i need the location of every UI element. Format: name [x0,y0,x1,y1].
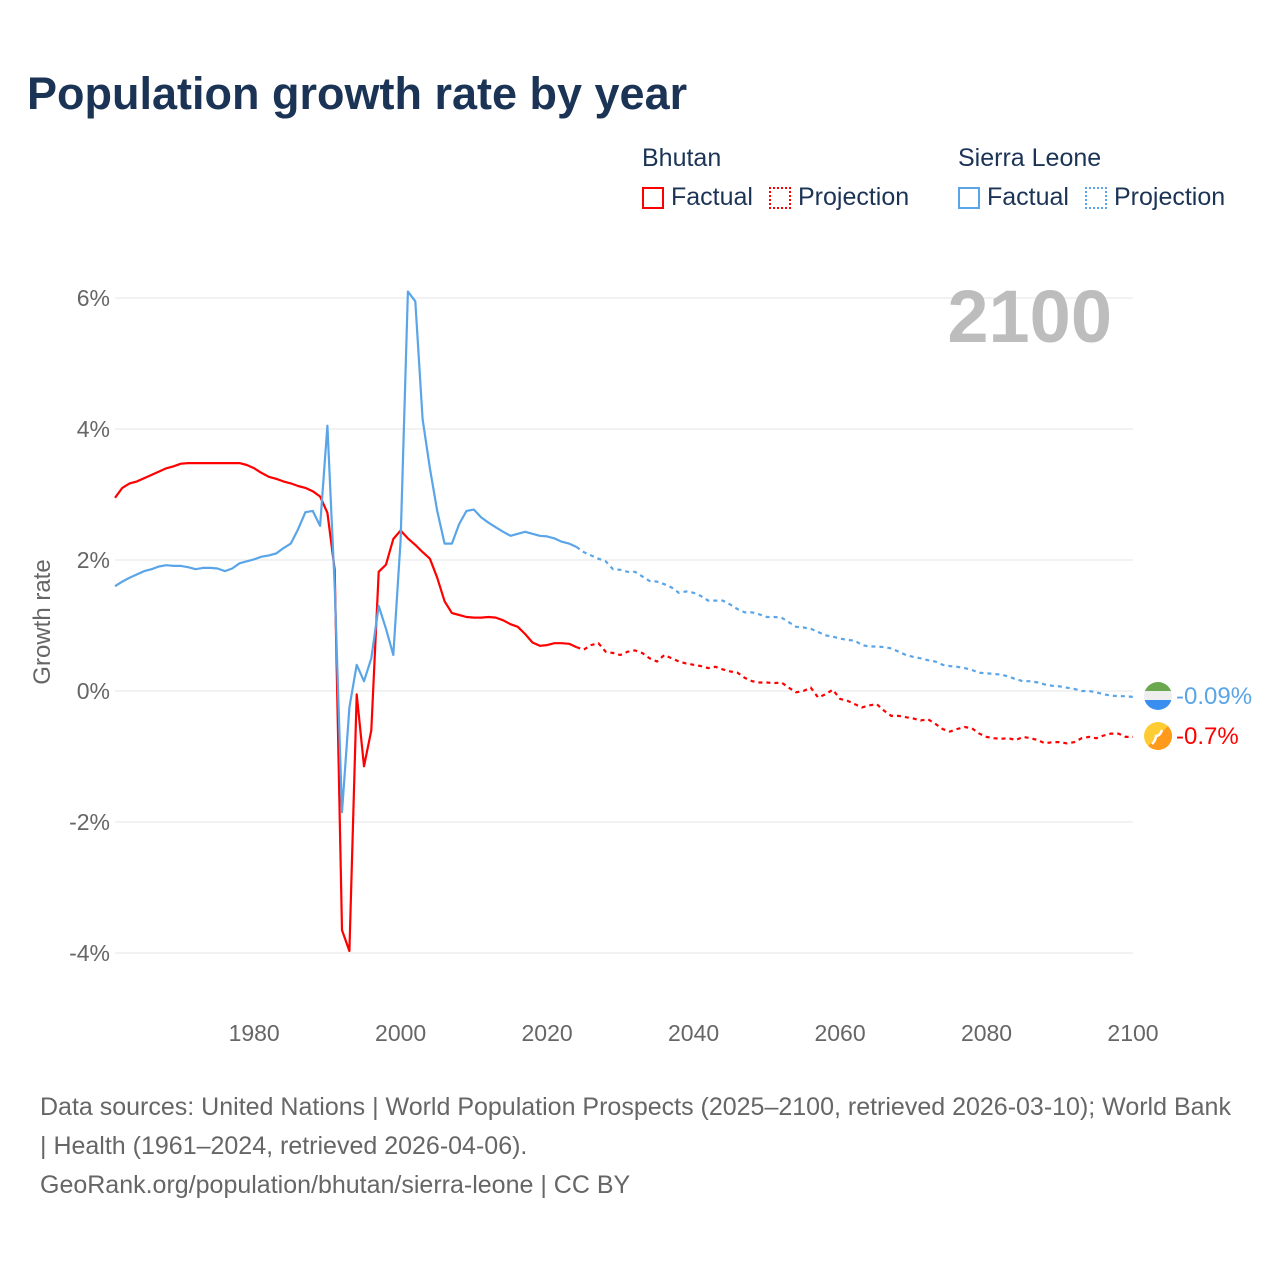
x-tick-label: 2020 [522,1020,573,1046]
end-label-bhutan: -0.7% [1176,723,1239,750]
legend-bhutan-factual[interactable]: Factual [642,183,753,212]
legend-swatch-dotted [768,186,791,209]
x-tick-label: 2000 [375,1020,426,1046]
legend-sierra-leone: Sierra Leone Factual Projection [958,144,1225,212]
legend-swatch-dotted [1084,186,1107,209]
legend-sierra-leone-projection[interactable]: Projection [1084,183,1226,212]
flag-bhutan-icon [1144,722,1172,750]
legend-swatch-solid [958,186,980,209]
y-axis-label: Growth rate [29,559,56,684]
year-display: 2100 [947,275,1112,358]
legend-bhutan-projection[interactable]: Projection [768,183,910,212]
y-tick-label: -2% [69,809,110,835]
source-link[interactable]: GeoRank.org/population/bhutan/sierra-leo… [40,1171,631,1199]
legend-swatch-solid [642,186,664,209]
flag-sierra-leone-icon [1144,682,1172,710]
footer: Data sources: United Nations | World Pop… [40,1088,1240,1205]
y-tick-label: -4% [69,940,110,966]
y-tick-label: 6% [77,285,110,311]
y-tick-label: 2% [77,547,110,573]
series-sierra-leone-factual-line [114,290,577,814]
legend-label: Projection [1113,183,1226,211]
x-tick-label: 1980 [229,1020,280,1046]
legend-bhutan: Bhutan Factual Projection [642,144,909,212]
legend-bhutan-name: Bhutan [642,144,722,172]
legend-label: Factual [671,183,753,211]
legend-label: Factual [987,183,1069,211]
chart-title: Population growth rate by year [27,68,688,119]
legend-sierra-leone-name: Sierra Leone [958,144,1102,172]
series-sierra-leone-projection-line [575,546,1134,698]
x-tick-label: 2040 [668,1020,719,1046]
line-chart: 6% 4% 2% 0% -2% -4% 1980 2000 2020 2040 2060 2080 2… [29,275,1252,1046]
legend-label: Projection [797,183,910,211]
data-sources: Data sources: United Nations | World Pop… [40,1093,1231,1160]
end-label-sierra-leone: -0.09% [1176,683,1252,710]
legend-sierra-leone-factual[interactable]: Factual [958,183,1069,212]
x-tick-label: 2060 [814,1020,865,1046]
y-tick-label: 0% [77,678,110,704]
y-tick-label: 4% [77,416,110,442]
series-bhutan-factual-line [114,462,577,953]
series-bhutan-projection-line [576,641,1133,745]
x-tick-label: 2080 [961,1020,1012,1046]
x-tick-label: 2100 [1107,1020,1158,1046]
